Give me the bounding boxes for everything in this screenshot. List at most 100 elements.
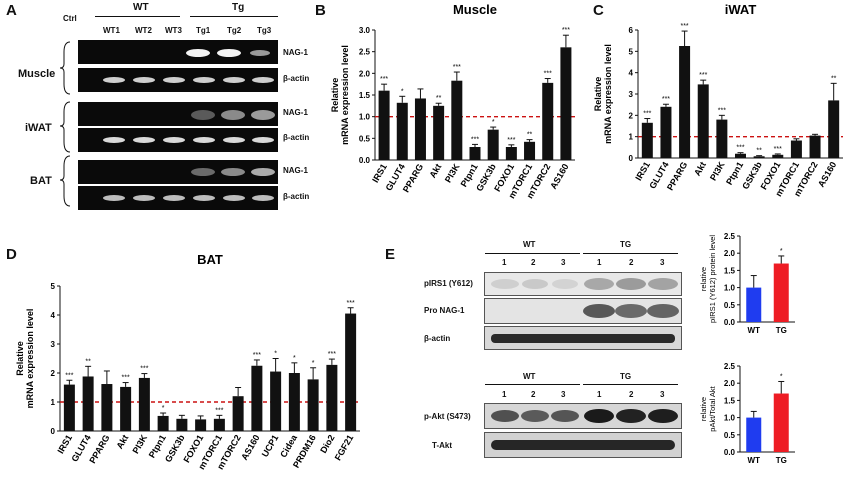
y-axis-label: RelativemRNA expression level	[15, 309, 35, 409]
gel-iwat-actin	[78, 128, 278, 152]
blot-label: T-Akt	[432, 441, 452, 450]
y-tick-label: 1.0	[724, 414, 736, 423]
y-tick-label: 1	[629, 133, 634, 142]
x-tick-label: IRS1	[633, 160, 652, 182]
significance-label: ***	[471, 136, 479, 143]
bar	[270, 371, 282, 431]
bar	[716, 119, 728, 158]
x-tick-label: TG	[776, 456, 787, 465]
gel-bat-nag1	[78, 160, 278, 184]
y-tick-label: 2.5	[359, 48, 371, 57]
gel-muscle-actin	[78, 68, 278, 92]
y-tick-label: 1.0	[359, 113, 371, 122]
lane-number: 2	[629, 390, 634, 399]
significance-label: ***	[680, 23, 688, 30]
bar	[746, 417, 762, 452]
significance-label: ***	[65, 372, 73, 379]
bar	[101, 384, 113, 431]
tissue-label-iwat: iWAT	[25, 122, 52, 134]
bar	[560, 47, 572, 161]
band-label: β-actin	[283, 192, 310, 201]
x-tick-label: AS160	[548, 162, 570, 191]
significance-label: ***	[453, 64, 461, 71]
y-axis-label: relativepAkt/Total Akt	[699, 385, 717, 431]
y-tick-label: 0.0	[359, 156, 371, 165]
chart-pakt: 0.0 0.5 1.0 1.5 2.0 2.5 relativepAkt/Total Akt…	[699, 362, 795, 465]
y-tick-label: 2	[629, 111, 634, 120]
panel-letter-c: C	[593, 2, 604, 19]
bar	[288, 373, 300, 431]
bar	[345, 313, 357, 431]
tg-group-label: Tg	[232, 2, 245, 13]
y-tick-label: 4	[629, 69, 634, 78]
wt-group-line	[95, 16, 180, 17]
significance-label: *	[293, 355, 296, 362]
significance-label: ***	[140, 366, 148, 373]
x-tick-label: UCP1	[260, 433, 281, 459]
significance-label: ***	[380, 76, 388, 83]
significance-label: ***	[643, 111, 651, 118]
significance-label: *	[312, 360, 315, 367]
bar	[469, 147, 481, 160]
significance-label: **	[756, 148, 762, 155]
tg-group-line	[190, 16, 278, 17]
bar	[772, 154, 784, 158]
bar	[414, 98, 426, 160]
significance-label: **	[527, 132, 533, 139]
bar	[82, 376, 94, 431]
bar	[63, 384, 75, 431]
blot-label: p-Akt (S473)	[424, 412, 471, 421]
y-tick-label: 2.5	[724, 232, 736, 241]
x-tick-label: Akt	[427, 162, 443, 180]
y-tick-label: 1.0	[724, 284, 736, 293]
chart-pirs1: 0.0 0.5 1.0 1.5 2.0 2.5 relativepIRS1 (Y612) p…	[699, 232, 795, 335]
wt-group-label: WT	[133, 2, 149, 13]
bar	[487, 129, 499, 160]
y-tick-label: 0.5	[359, 134, 371, 143]
significance-label: ***	[699, 72, 707, 79]
blot-pakt	[484, 403, 682, 429]
blot-pirs1	[484, 272, 682, 296]
lane-number: 2	[531, 390, 536, 399]
significance-label: ***	[774, 146, 782, 153]
bar	[378, 90, 390, 160]
tissue-label-muscle: Muscle	[18, 68, 56, 80]
x-tick-label: AS160	[816, 160, 838, 189]
x-tick-label: PI3K	[130, 433, 149, 456]
bar	[809, 135, 821, 158]
bar	[524, 141, 536, 160]
panel-letter-a: A	[6, 2, 17, 19]
x-tick-label: AS160	[239, 433, 261, 462]
x-tick-label: IRS1	[55, 433, 74, 455]
wt-group-label: WT	[523, 372, 536, 381]
wt-group-line	[485, 384, 580, 385]
chart-title: iWAT	[725, 2, 757, 17]
band-label: β-actin	[283, 133, 310, 142]
significance-label: ***	[507, 137, 515, 144]
lane-label: Tg2	[227, 26, 242, 35]
bar	[641, 122, 653, 158]
lane-label: Tg1	[196, 26, 211, 35]
ctrl-label: Ctrl	[63, 14, 77, 23]
lane-number: 1	[502, 258, 507, 267]
bar	[753, 156, 765, 158]
x-tick-label: IRS1	[370, 162, 389, 184]
significance-label: **	[85, 358, 91, 365]
band-label: NAG-1	[283, 48, 308, 57]
tg-group-line	[583, 253, 678, 254]
significance-label: ***	[562, 27, 570, 34]
lane-number: 1	[502, 390, 507, 399]
significance-label: ***	[328, 351, 336, 358]
lane-label: WT3	[165, 26, 182, 35]
significance-label: *	[162, 405, 165, 412]
y-tick-label: 0.0	[724, 448, 736, 457]
y-tick-label: 5	[51, 282, 56, 291]
gel-muscle-nag1	[78, 40, 278, 64]
significance-label: ***	[122, 375, 130, 382]
blot-label: pIRS1 (Y612)	[424, 279, 473, 288]
significance-label: *	[780, 248, 783, 255]
band-label: NAG-1	[283, 166, 308, 175]
y-tick-label: 1.5	[724, 266, 736, 275]
bar	[433, 105, 445, 160]
